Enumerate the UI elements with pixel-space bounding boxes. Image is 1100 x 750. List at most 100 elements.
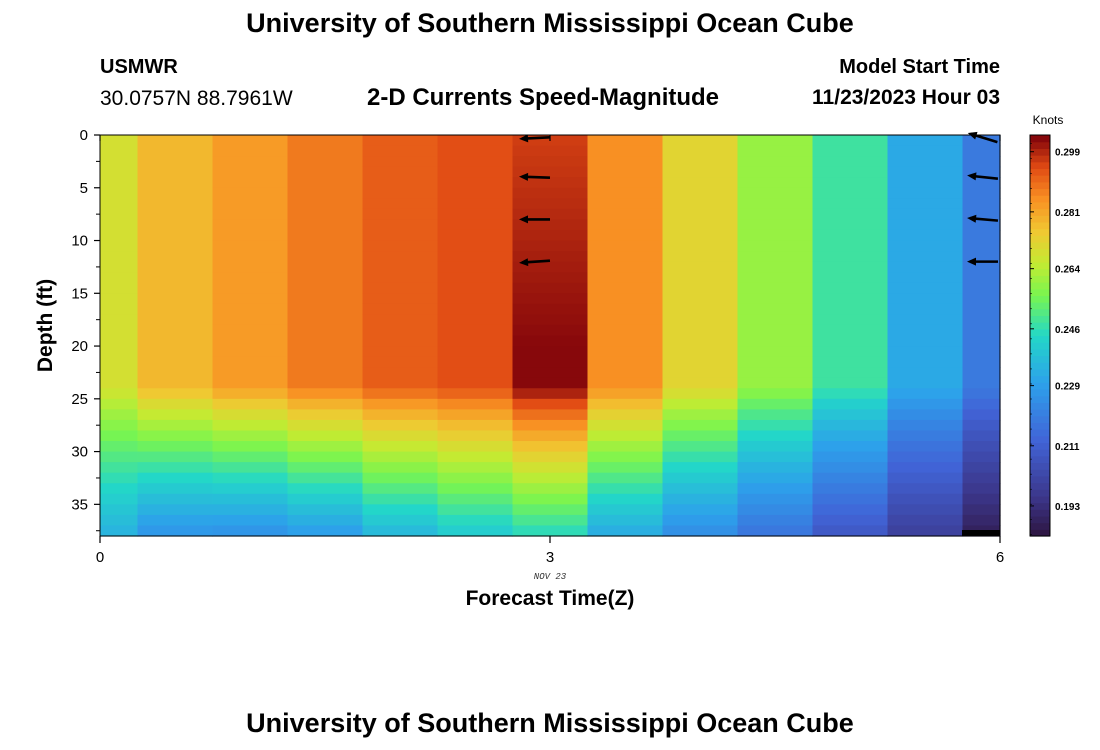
vector-head: [967, 172, 977, 181]
heatmap-cell: [100, 261, 139, 273]
heatmap-cell: [662, 251, 739, 263]
heatmap-cell: [587, 293, 664, 305]
heatmap-cell: [662, 472, 739, 484]
heatmap-cell: [512, 462, 589, 474]
heatmap-cell: [437, 229, 514, 242]
heatmap-cell: [887, 324, 964, 337]
colorbar-segment: [1030, 402, 1050, 410]
heatmap-cell: [662, 219, 739, 231]
vector-head: [519, 172, 529, 181]
heatmap-cell: [287, 504, 364, 516]
heatmap-cell: [662, 419, 739, 432]
heatmap-cell: [362, 303, 439, 315]
heatmap-cell: [362, 135, 439, 147]
heatmap-cell: [362, 462, 439, 474]
heatmap-cell: [587, 409, 664, 421]
heatmap-cell: [887, 451, 964, 463]
heatmap-cell: [812, 251, 889, 263]
heatmap-cell: [737, 314, 814, 326]
vector-head: [967, 131, 978, 140]
heatmap-cell: [362, 208, 439, 221]
colorbar-segment: [1030, 409, 1050, 417]
heatmap-cell: [287, 483, 364, 495]
heatmap-cell: [737, 156, 814, 168]
heatmap-cell: [100, 493, 139, 505]
heatmap-cell: [137, 251, 214, 263]
y-tick-label: 10: [71, 233, 88, 250]
colorbar-segment: [1030, 201, 1050, 210]
heatmap-cell: [437, 293, 514, 305]
heatmap-cell: [587, 441, 664, 453]
heatmap-cell: [437, 388, 514, 400]
heatmap-cell: [287, 525, 364, 537]
heatmap-cell: [287, 156, 364, 168]
current-vector-arrow: [967, 214, 999, 223]
heatmap-cell: [587, 462, 664, 474]
heatmap-cell: [587, 135, 664, 147]
heatmap-cell: [362, 177, 439, 189]
heatmap-cell: [100, 356, 139, 368]
colorbar-segment: [1030, 208, 1050, 216]
heatmap-cell: [887, 441, 964, 453]
heatmap-cell: [137, 135, 214, 147]
heatmap-cell: [587, 314, 664, 326]
heatmap-cell: [287, 472, 364, 484]
colorbar-segment: [1030, 228, 1050, 236]
heatmap-cell: [100, 229, 139, 242]
heatmap-cell: [287, 240, 364, 252]
heatmap-cell: [437, 493, 514, 505]
heatmap-cell: [362, 293, 439, 305]
heatmap-cell: [437, 377, 514, 389]
heatmap-cell: [437, 303, 514, 315]
heatmap-cell: [362, 187, 439, 199]
bottom-marker: [962, 530, 1000, 536]
heatmap-cell: [662, 229, 739, 242]
colorbar-segment: [1030, 475, 1050, 484]
colorbar-segment: [1030, 368, 1050, 377]
heatmap-cell: [512, 356, 589, 368]
colorbar-segment: [1030, 435, 1050, 444]
heatmap-cell: [512, 430, 589, 442]
station-id: USMWR: [100, 56, 178, 78]
heatmap-cell: [437, 483, 514, 495]
heatmap-cell: [887, 462, 964, 474]
heatmap-cell: [662, 335, 739, 347]
heatmap-cell: [737, 293, 814, 305]
heatmap-cell: [587, 525, 664, 537]
vector-head: [519, 258, 529, 267]
colorbar-segment: [1030, 515, 1050, 524]
heatmap-cell: [437, 156, 514, 168]
heatmap-cell: [512, 514, 589, 527]
y-tick-label: 35: [71, 496, 88, 513]
heatmap-cell: [137, 272, 214, 284]
heatmap-cell: [587, 166, 664, 178]
model-start-label: Model Start Time: [839, 56, 1000, 78]
colorbar-segment: [1030, 375, 1050, 383]
heatmap-cell: [362, 388, 439, 400]
heatmap-cell: [737, 377, 814, 389]
heatmap-cell: [437, 314, 514, 326]
heatmap-cell: [887, 208, 964, 221]
heatmap-cell: [737, 419, 814, 432]
heatmap-cell: [737, 272, 814, 284]
heatmap-cell: [812, 514, 889, 527]
heatmap-cell: [887, 409, 964, 421]
heatmap-cell: [212, 493, 289, 505]
heatmap-cell: [737, 208, 814, 221]
heatmap-cell: [100, 219, 139, 231]
heatmap-cell: [587, 177, 664, 189]
colorbar-segment: [1030, 141, 1050, 149]
heatmap-cell: [887, 135, 964, 147]
heatmap-cell: [100, 251, 139, 263]
heatmap-cell: [587, 514, 664, 527]
heatmap-cell: [737, 145, 814, 157]
heatmap-cell: [887, 240, 964, 252]
heatmap-cell: [962, 483, 1001, 495]
heatmap-cell: [137, 187, 214, 199]
colorbar-segment: [1030, 335, 1050, 343]
heatmap-cell: [100, 145, 139, 157]
heatmap-cell: [437, 430, 514, 442]
heatmap-cell: [437, 356, 514, 368]
colorbar-segment: [1030, 248, 1050, 256]
heatmap-cell: [962, 462, 1001, 474]
